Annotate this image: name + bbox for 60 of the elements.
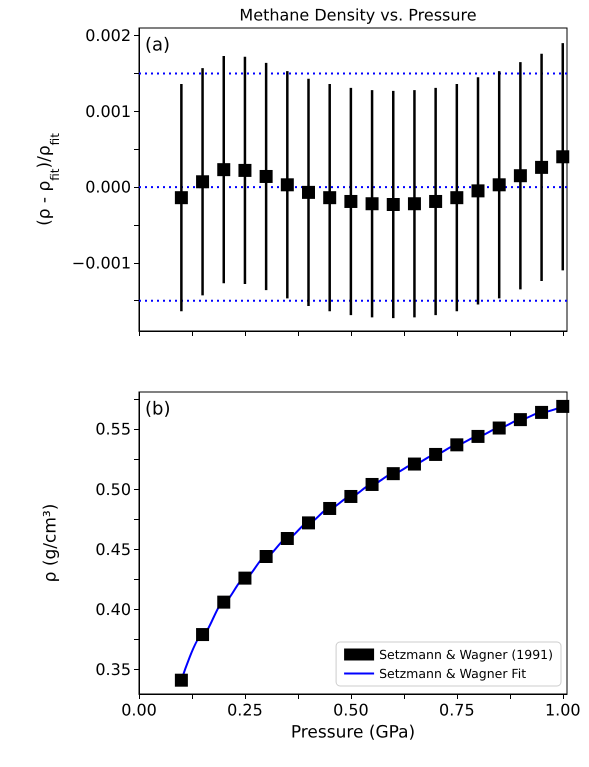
y-tick-label: 0.45: [95, 540, 131, 559]
point: [492, 422, 506, 435]
x-tick-label: 0.75: [439, 700, 475, 720]
point: [429, 448, 442, 461]
point: [174, 674, 188, 687]
point: [535, 406, 548, 419]
point: [196, 628, 210, 642]
point: [408, 197, 421, 210]
point: [260, 170, 273, 183]
x-tick-label: 0.00: [121, 700, 157, 720]
y-tick-label: 0.001: [85, 102, 131, 121]
point: [302, 516, 316, 530]
point: [280, 532, 294, 545]
point: [344, 194, 358, 208]
point: [450, 191, 464, 204]
point: [472, 430, 485, 443]
point: [386, 467, 400, 480]
point: [366, 478, 379, 491]
point: [450, 438, 464, 452]
chart-title: Methane Density vs. Pressure: [239, 6, 477, 24]
point: [174, 191, 188, 204]
y-tick-label: 0.35: [95, 660, 131, 679]
point: [429, 194, 442, 208]
annotation: (a): [145, 34, 170, 56]
point: [514, 413, 527, 426]
x-axis-title: Pressure (GPa): [290, 722, 416, 742]
x-tick-label: 1.00: [544, 700, 581, 720]
point: [280, 178, 294, 192]
point: [217, 596, 230, 609]
point: [217, 163, 230, 176]
y-tick-label: 0.000: [85, 178, 131, 197]
point: [472, 184, 485, 198]
x-tick-label: 0.25: [227, 700, 263, 720]
point: [344, 490, 358, 503]
point: [302, 186, 316, 199]
point: [323, 191, 336, 204]
y-tick-label: 0.50: [95, 480, 131, 499]
legend-label: Setzmann & Wagner Fit: [379, 666, 526, 681]
point: [238, 572, 252, 585]
y-axis-title: (ρ - ρfit)/ρfit: [34, 132, 62, 226]
point: [492, 178, 506, 192]
y-tick-label: 0.55: [95, 420, 131, 439]
y-tick-label: 0.40: [95, 600, 131, 619]
point: [535, 160, 548, 174]
annotation: (b): [145, 398, 170, 420]
point: [196, 175, 210, 188]
point: [238, 164, 252, 177]
point: [514, 169, 527, 182]
point: [556, 150, 570, 164]
point: [386, 198, 400, 211]
point: [323, 502, 336, 515]
point: [366, 197, 379, 210]
y-tick-label: 0.002: [85, 26, 131, 46]
point: [260, 550, 273, 564]
legend-label: Setzmann & Wagner (1991): [379, 647, 554, 662]
x-tick-label: 0.50: [333, 700, 369, 720]
point: [556, 400, 570, 413]
y-tick-label: −0.001: [72, 253, 131, 272]
point: [408, 458, 421, 471]
y-axis-title: ρ (g/cm³): [40, 504, 60, 582]
